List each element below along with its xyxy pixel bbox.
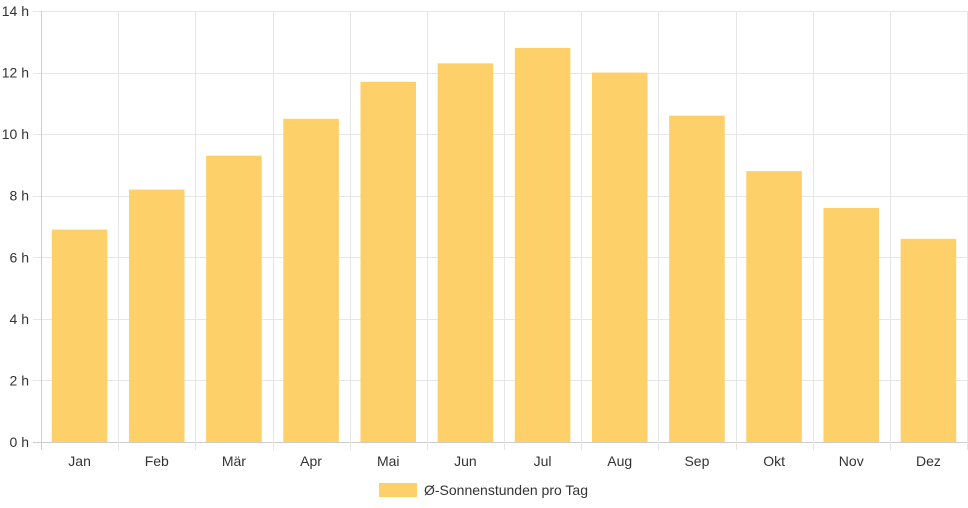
y-tick-label: 12 h xyxy=(2,65,29,81)
grid-lines xyxy=(33,11,968,450)
x-tick-label: Jul xyxy=(534,453,552,469)
x-tick-label: Jun xyxy=(454,453,477,469)
y-tick-label: 8 h xyxy=(10,188,29,204)
y-tick-label: 10 h xyxy=(2,126,29,142)
y-tick-label: 4 h xyxy=(10,311,29,327)
x-tick-label: Aug xyxy=(607,453,632,469)
bar[interactable] xyxy=(437,63,494,442)
x-tick-label: Mai xyxy=(377,453,400,469)
legend-label[interactable]: Ø-Sonnenstunden pro Tag xyxy=(424,482,588,498)
bar[interactable] xyxy=(900,238,957,442)
x-tick-label: Okt xyxy=(763,453,785,469)
bars xyxy=(51,47,957,443)
y-tick-label: 0 h xyxy=(10,434,29,450)
bar[interactable] xyxy=(360,81,417,443)
bar[interactable] xyxy=(514,47,571,442)
y-tick-label: 2 h xyxy=(10,372,29,388)
bar[interactable] xyxy=(51,229,108,442)
axes: 0 h 2 h 4 h 6 h 8 h 10 h 12 h 14 h Jan Feb Mär Apr M… xyxy=(2,3,941,469)
bar[interactable] xyxy=(206,155,262,442)
x-tick-label: Dez xyxy=(916,453,941,469)
bar[interactable] xyxy=(823,208,880,442)
bar[interactable] xyxy=(669,115,725,443)
bar[interactable] xyxy=(128,189,185,442)
legend[interactable]: Ø-Sonnenstunden pro Tag xyxy=(379,482,588,498)
x-tick-label: Apr xyxy=(300,453,322,469)
x-tick-label: Nov xyxy=(839,453,864,469)
x-tick-label: Mär xyxy=(222,453,246,469)
bar[interactable] xyxy=(591,72,648,443)
x-tick-label: Feb xyxy=(145,453,169,469)
bar[interactable] xyxy=(283,118,339,442)
x-tick-label: Jan xyxy=(68,453,91,469)
x-tick-label: Sep xyxy=(684,453,709,469)
y-tick-label: 14 h xyxy=(2,3,29,19)
bar[interactable] xyxy=(746,171,802,443)
legend-swatch[interactable] xyxy=(379,483,417,497)
y-tick-label: 6 h xyxy=(10,249,29,265)
